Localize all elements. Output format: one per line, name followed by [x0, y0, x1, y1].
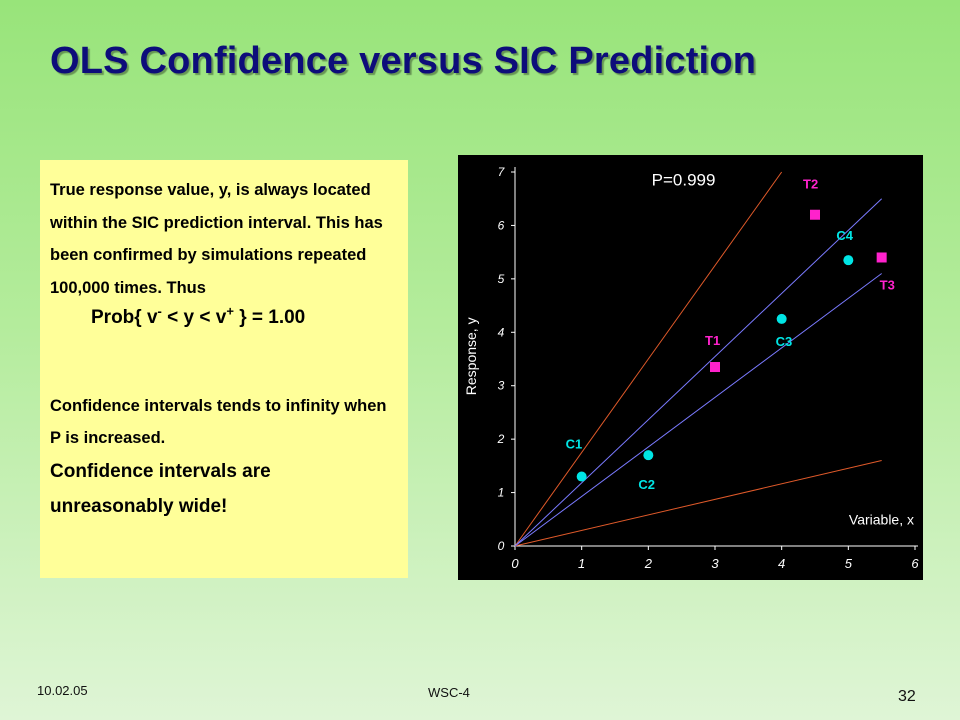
paragraph-simulation: True response value, y, is always locate…	[50, 181, 383, 297]
point-label-t1: T1	[705, 333, 720, 348]
y-tick-label: 0	[498, 539, 505, 553]
y-tick-label: 5	[498, 272, 505, 286]
data-point-t3	[876, 252, 887, 263]
data-point-c1	[576, 471, 587, 482]
chart-svg: 0 1 2 3 4 5 6 0 1 2 3 4 5 6 7 Response, y Variable, x P=0…	[463, 165, 919, 571]
x-tick-label: 4	[778, 556, 785, 571]
y-tick-label: 4	[498, 325, 505, 339]
slide-title: OLS Confidence versus SIC Prediction	[50, 40, 757, 82]
prediction-chart: 0 1 2 3 4 5 6 0 1 2 3 4 5 6 7 Response, y Variable, x P=0…	[458, 155, 923, 580]
data-point-c3	[776, 313, 787, 324]
x-tick-label: 6	[911, 556, 919, 571]
data-point-t1	[710, 362, 720, 373]
paragraph-conclusion: Confidence intervals are unreasonably wi…	[50, 461, 271, 517]
y-tick-label: 6	[498, 218, 505, 232]
x-axis-label: Variable, x	[849, 512, 914, 528]
formula-part: } = 1.00	[233, 307, 306, 328]
formula-part: < y < v	[161, 307, 227, 328]
y-tick-label: 3	[498, 379, 505, 393]
point-label-t3: T3	[880, 277, 895, 292]
point-label-c2: C2	[638, 477, 655, 492]
x-tick-label: 0	[511, 556, 519, 571]
p-value-annotation: P=0.999	[652, 170, 716, 189]
formula-sup-minus: -	[157, 303, 162, 319]
x-tick-label: 2	[644, 556, 653, 571]
data-point-c4	[843, 255, 854, 266]
probability-formula: Prob{ v- < y < v+ } = 1.00	[91, 303, 396, 330]
ols-lower-line	[514, 460, 882, 547]
x-tick-label: 3	[711, 556, 719, 571]
page-number: 32	[898, 688, 916, 705]
y-tick-label: 2	[497, 432, 505, 446]
sic-upper-line	[514, 198, 883, 547]
formula-sup-plus: +	[226, 303, 234, 319]
x-tick-label: 1	[578, 556, 585, 571]
y-tick-label: 1	[498, 486, 505, 500]
footer-date: 10.02.05	[37, 683, 88, 698]
sic-lower-line	[514, 273, 882, 547]
point-label-c3: C3	[776, 334, 793, 349]
point-label-c4: C4	[836, 228, 853, 243]
point-label-t2: T2	[803, 177, 818, 192]
text-panel: True response value, y, is always locate…	[40, 160, 408, 578]
x-tick-label: 5	[845, 556, 853, 571]
footer-center-label: WSC-4	[428, 685, 470, 700]
point-label-c1: C1	[566, 437, 583, 452]
paragraph-confidence: Confidence intervals tends to infinity w…	[50, 397, 387, 447]
formula-part: Prob{ v	[91, 307, 158, 328]
ols-upper-line	[514, 171, 783, 547]
data-point-t2	[810, 209, 820, 220]
y-axis-label: Response, y	[463, 317, 479, 395]
y-tick-label: 7	[498, 165, 506, 179]
data-point-c2	[643, 450, 654, 461]
